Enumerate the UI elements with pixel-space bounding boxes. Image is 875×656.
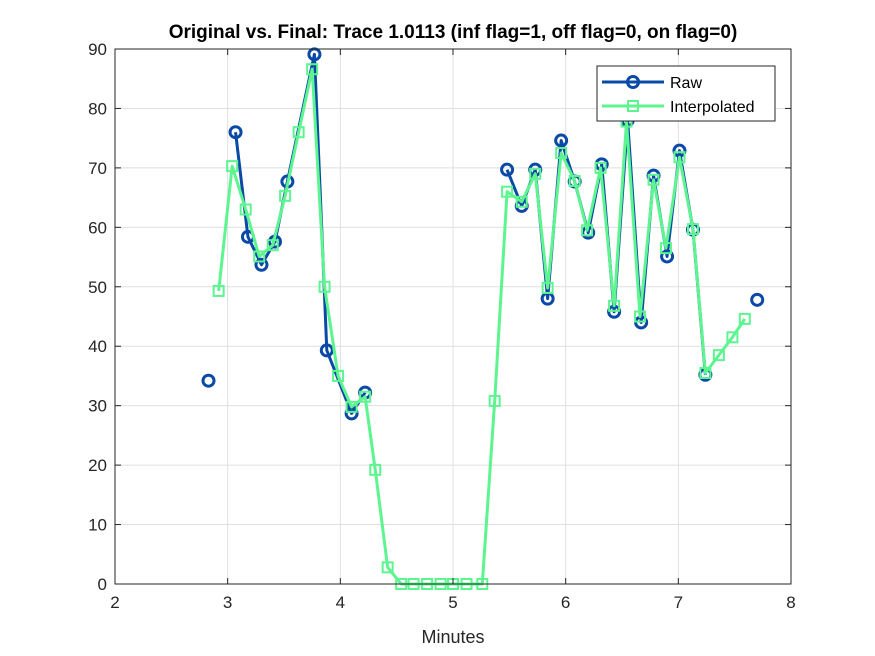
legend-label-raw: Raw bbox=[670, 75, 702, 92]
interpolated-point bbox=[292, 126, 305, 139]
interpolated-point bbox=[673, 151, 686, 164]
y-tick-label: 0 bbox=[98, 575, 107, 594]
interpolated-point bbox=[306, 63, 319, 76]
legend-marker-raw bbox=[626, 75, 640, 89]
x-axis-label: Minutes bbox=[421, 627, 484, 647]
y-tick-label: 70 bbox=[88, 159, 107, 178]
raw-point bbox=[660, 249, 675, 264]
interpolated-point bbox=[686, 223, 699, 236]
interpolated-point bbox=[345, 400, 358, 413]
interpolated-point bbox=[634, 310, 647, 323]
chart-title: Original vs. Final: Trace 1.0113 (inf fl… bbox=[169, 22, 738, 43]
legend-label-interpolated: Interpolated bbox=[670, 99, 755, 116]
interpolated-point bbox=[359, 390, 372, 403]
legend-box bbox=[596, 65, 776, 122]
x-tick-label: 4 bbox=[336, 593, 345, 612]
legend: Raw Interpolated bbox=[596, 65, 776, 122]
series-layer bbox=[201, 47, 765, 590]
interpolated-point bbox=[239, 203, 252, 216]
interpolated-point bbox=[266, 239, 279, 252]
interpolated-point bbox=[318, 280, 331, 293]
x-tick-label: 7 bbox=[674, 593, 683, 612]
y-tick-label: 80 bbox=[88, 99, 107, 118]
legend-entry-raw: Raw bbox=[602, 75, 702, 92]
y-tick-label: 10 bbox=[88, 516, 107, 535]
x-tick-label: 6 bbox=[561, 593, 570, 612]
interpolated-point bbox=[555, 147, 568, 160]
interpolated-point bbox=[488, 394, 501, 407]
raw-point bbox=[228, 125, 243, 140]
interpolated-point bbox=[253, 250, 266, 263]
interpolated-point bbox=[712, 349, 725, 362]
interpolated-point bbox=[594, 161, 607, 174]
raw-point bbox=[554, 133, 569, 148]
interpolated-point bbox=[581, 224, 594, 237]
interpolated-point bbox=[529, 167, 542, 180]
y-tick-label: 50 bbox=[88, 278, 107, 297]
interpolated-point bbox=[332, 369, 345, 382]
interpolated-point bbox=[647, 173, 660, 186]
x-tick-label: 5 bbox=[448, 593, 457, 612]
interpolated-point bbox=[726, 331, 739, 344]
interpolated-point bbox=[515, 195, 528, 208]
interpolated-point bbox=[369, 463, 382, 476]
interpolated-point bbox=[381, 561, 394, 574]
interpolated-point bbox=[659, 242, 672, 255]
y-tick-label: 40 bbox=[88, 337, 107, 356]
raw-point bbox=[500, 162, 515, 177]
interpolated-point bbox=[738, 312, 751, 325]
interpolated-point bbox=[699, 366, 712, 379]
raw-point bbox=[750, 292, 765, 307]
interpolated-point bbox=[541, 281, 554, 294]
interpolated-point bbox=[568, 174, 581, 187]
legend-entry-interpolated: Interpolated bbox=[602, 99, 755, 116]
raw-point bbox=[319, 343, 334, 358]
x-tick-label: 8 bbox=[786, 593, 795, 612]
interpolated-point bbox=[501, 185, 514, 198]
interpolated-point bbox=[608, 299, 621, 312]
y-tick-label: 60 bbox=[88, 218, 107, 237]
x-tick-label: 3 bbox=[223, 593, 232, 612]
interpolated-point bbox=[226, 160, 239, 173]
interpolated-point bbox=[279, 189, 292, 202]
x-tick-label: 2 bbox=[110, 593, 119, 612]
y-tick-label: 30 bbox=[88, 397, 107, 416]
raw-point bbox=[201, 373, 216, 388]
raw-point bbox=[254, 257, 269, 272]
legend-marker-interpolated bbox=[627, 100, 639, 112]
interpolated-point bbox=[212, 284, 225, 297]
y-tick-label: 90 bbox=[88, 40, 107, 59]
y-tick-label: 20 bbox=[88, 456, 107, 475]
